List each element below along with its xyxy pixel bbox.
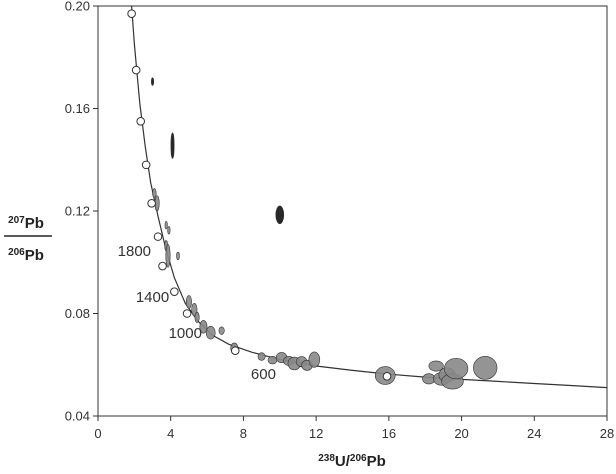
data-ellipse: [170, 132, 175, 159]
y-axis-ticks: 0.04 0.08 0.12 0.16 0.20: [65, 0, 98, 424]
x-tick-label: 0: [94, 426, 101, 441]
age-marker-circle: [141, 160, 151, 170]
plot-frame: [97, 5, 608, 417]
age-marker-circle: [170, 287, 179, 297]
data-points: [151, 77, 498, 390]
x-tick-label: 20: [454, 426, 468, 441]
x-axis-label: 238U/206Pb: [318, 453, 386, 470]
x-axis-ticks: 0 4 8 12 16 20 24 28: [94, 416, 614, 441]
data-ellipse: [199, 320, 208, 334]
x-tick-label: 4: [167, 426, 174, 441]
data-ellipse: [194, 311, 200, 323]
age-marker-circle: [147, 199, 156, 208]
age-marker-circle: [136, 117, 146, 126]
age-marker-circle: [131, 65, 141, 75]
x-tick-label: 28: [600, 426, 614, 441]
data-ellipse: [152, 188, 157, 198]
y-tick-label: 0.20: [65, 0, 90, 14]
data-ellipse: [218, 326, 225, 335]
age-marker-circle: [382, 371, 392, 381]
age-label: 1000: [169, 325, 202, 342]
age-marker-dots: [127, 9, 392, 381]
concordia-curve: [131, 5, 608, 389]
x-tick-label: 24: [527, 426, 541, 441]
age-label: 1400: [136, 289, 169, 306]
data-ellipse: [176, 251, 180, 260]
data-ellipse: [473, 355, 498, 380]
data-ellipse: [151, 77, 155, 86]
age-marker-circle: [230, 346, 240, 355]
data-ellipse: [167, 226, 171, 235]
data-ellipse: [205, 326, 216, 340]
x-tick-label: 8: [240, 426, 247, 441]
data-ellipse: [428, 360, 444, 372]
y-tick-label: 0.12: [65, 204, 90, 219]
data-ellipse: [164, 220, 168, 230]
age-marker-circle: [158, 261, 167, 271]
data-ellipse: [275, 205, 285, 225]
age-marker-circle: [153, 232, 163, 241]
data-ellipse: [185, 295, 192, 309]
age-marker-circle: [182, 309, 192, 318]
x-tick-label: 16: [382, 426, 396, 441]
y-tick-label: 0.08: [65, 306, 90, 321]
age-marker-circle: [127, 9, 136, 18]
y-axis-label: 207Pb 206Pb: [4, 215, 52, 264]
svg-text:207Pb: 207Pb: [8, 215, 44, 232]
data-ellipse: [165, 244, 171, 268]
data-ellipse: [267, 355, 278, 365]
svg-text:206Pb: 206Pb: [8, 247, 44, 264]
age-label: 600: [251, 366, 276, 383]
data-ellipse: [444, 358, 469, 380]
y-tick-label: 0.04: [65, 409, 90, 424]
data-ellipse: [257, 352, 266, 361]
x-tick-label: 12: [309, 426, 323, 441]
age-labels: 1800 1400 1000 600: [118, 243, 276, 383]
y-tick-label: 0.16: [65, 101, 90, 116]
age-label: 1800: [118, 243, 151, 260]
data-ellipse: [308, 351, 321, 368]
